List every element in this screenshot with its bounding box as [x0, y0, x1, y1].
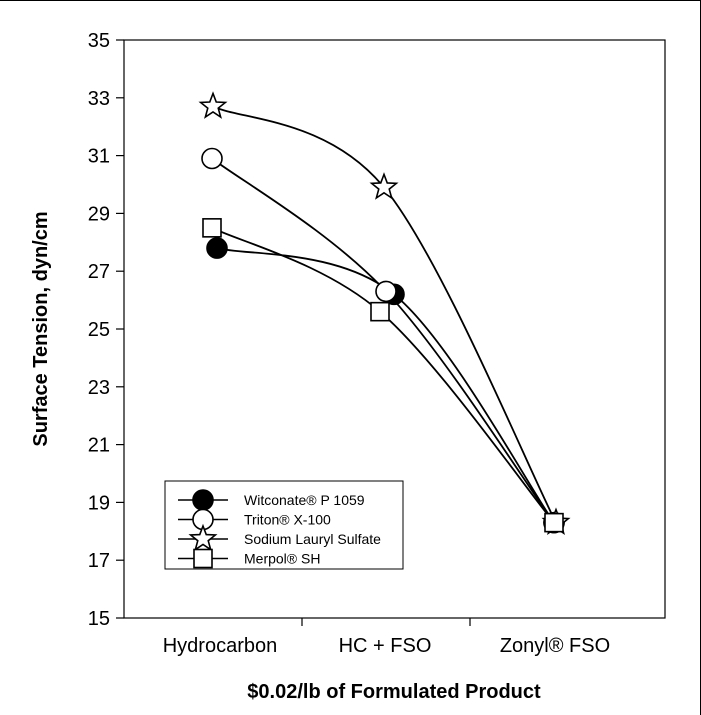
legend-marker-filled-circle — [192, 489, 214, 511]
legend: Witconate® P 1059 Triton® X-100 Sodium Lau… — [164, 480, 404, 570]
x-axis-label: $0.02/lb of Formulated Product — [247, 681, 541, 703]
y-tick-label: 23 — [88, 377, 110, 399]
y-tick-label: 29 — [88, 203, 110, 225]
data-point-open-square — [544, 512, 564, 533]
series-line — [211, 227, 555, 524]
legend-marker-open-square — [193, 548, 213, 569]
y-tick-label: 33 — [88, 88, 110, 110]
legend-marker-star — [188, 523, 218, 552]
legend-label: Triton® X-100 — [244, 512, 331, 528]
data-point-open-circle — [201, 147, 223, 170]
x-tick-label: HC + FSO — [339, 635, 432, 657]
data-point-star — [369, 172, 399, 200]
y-tick-label: 25 — [88, 319, 110, 341]
y-tick-label: 27 — [88, 261, 110, 283]
y-tick-label: 15 — [88, 608, 110, 630]
y-axis-label: Surface Tension, dyn/cm — [30, 211, 52, 446]
x-tick-label: Zonyl® FSO — [500, 635, 610, 657]
series-line — [212, 105, 557, 524]
x-tick-label: Hydrocarbon — [163, 635, 278, 657]
y-tick-label: 21 — [88, 435, 110, 457]
y-tick-label: 19 — [88, 492, 110, 514]
legend-label: Merpol® SH — [244, 551, 320, 567]
y-axis-ticks: 15 17 19 21 23 25 27 29 31 33 35 — [88, 30, 124, 630]
data-point-open-square — [370, 301, 390, 322]
y-tick-label: 17 — [88, 550, 110, 572]
data-point-filled-circle — [206, 237, 228, 259]
data-point-star — [198, 91, 228, 119]
series-markers — [198, 91, 571, 535]
legend-label: Witconate® P 1059 — [244, 492, 365, 508]
y-tick-label: 31 — [88, 146, 110, 168]
data-point-open-square — [202, 218, 222, 238]
series-line — [211, 157, 555, 524]
x-axis-ticks: Hydrocarbon HC + FSO Zonyl® FSO — [163, 618, 610, 657]
legend-label: Sodium Lauryl Sulfate — [244, 531, 381, 547]
y-tick-label: 35 — [88, 30, 110, 52]
data-point-open-circle — [375, 280, 397, 303]
